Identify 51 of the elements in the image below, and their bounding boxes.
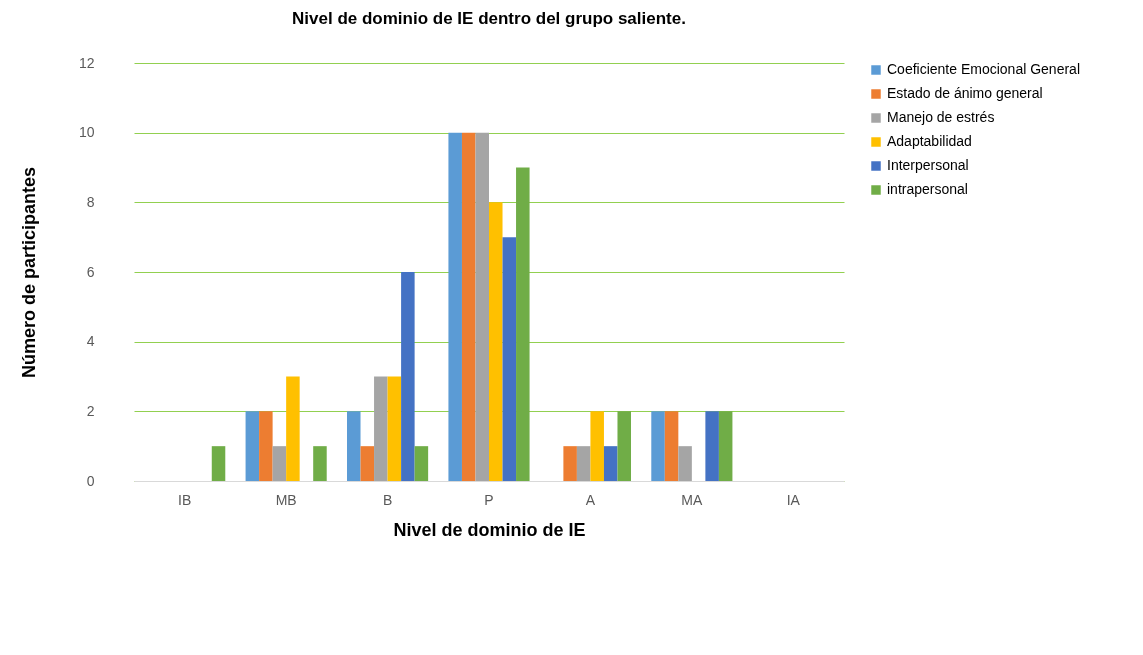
- y-tick-label: 2: [86, 402, 95, 419]
- bar: [705, 411, 719, 481]
- legend-label: Interpersonal: [887, 157, 969, 173]
- bar: [576, 446, 591, 481]
- bar: [360, 446, 375, 481]
- x-axis-title: Nivel de dominio de IE: [393, 519, 586, 540]
- legend-label: Adaptabilidad: [887, 133, 972, 149]
- bar: [347, 411, 361, 481]
- y-tick-label: 4: [86, 333, 95, 350]
- chart-title: Nivel de dominio de IE dentro del grupo saliente.: [292, 9, 686, 28]
- bar: [374, 376, 388, 481]
- legend-label: Coeficiente Emocional General: [887, 61, 1080, 77]
- x-tick-label: P: [484, 491, 494, 508]
- y-tick-label: 12: [78, 54, 95, 71]
- bar: [617, 411, 631, 481]
- bar: [590, 411, 604, 481]
- y-axis-title: Número de participantes: [18, 166, 39, 379]
- x-tick-label: IB: [178, 491, 192, 508]
- bar: [603, 446, 618, 481]
- y-tick-label: 0: [86, 472, 95, 489]
- bar: [245, 411, 260, 481]
- bar: [678, 446, 692, 481]
- bar: [651, 411, 665, 481]
- bar: [211, 446, 226, 481]
- bar: [414, 446, 429, 481]
- y-tick-label: 8: [86, 193, 95, 210]
- bar: [448, 132, 462, 481]
- bar: [313, 446, 327, 481]
- bar: [259, 411, 273, 481]
- y-tick-label: 10: [78, 124, 95, 141]
- bar: [664, 411, 679, 481]
- bar: [461, 132, 476, 481]
- bar: [272, 446, 287, 481]
- x-tick-label: MB: [275, 491, 297, 508]
- bar: [718, 411, 733, 481]
- bar: [516, 167, 530, 481]
- y-tick-label: 6: [86, 263, 95, 280]
- x-tick-label: MA: [681, 491, 704, 508]
- x-tick-label: B: [382, 491, 393, 508]
- bar: [387, 376, 402, 481]
- legend-label: intrapersonal: [887, 181, 968, 197]
- legend-label: Estado de ánimo general: [887, 85, 1043, 101]
- bar: [475, 132, 489, 481]
- bar: [401, 272, 415, 481]
- bar: [563, 446, 577, 481]
- x-tick-label: IA: [786, 491, 801, 508]
- bar: [489, 202, 503, 481]
- bar: [286, 376, 300, 481]
- x-tick-label: A: [585, 491, 596, 508]
- bar: [502, 237, 517, 481]
- legend-label: Manejo de estrés: [887, 109, 995, 125]
